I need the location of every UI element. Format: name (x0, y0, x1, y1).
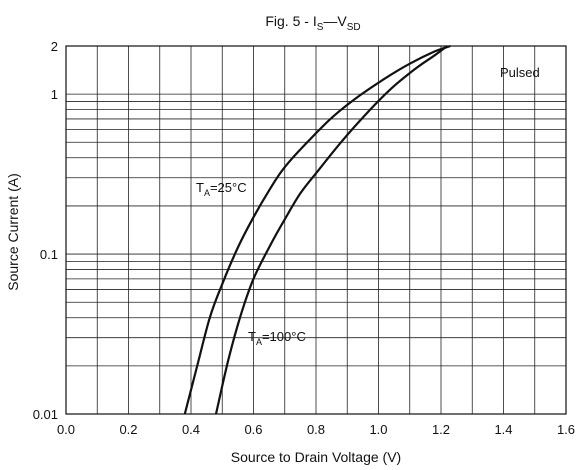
series-layer (183, 44, 451, 415)
x-tick-label: 0.0 (57, 422, 75, 437)
x-tick-label: 0.4 (182, 422, 200, 437)
x-tick-label: 1.6 (557, 422, 575, 437)
x-tick-label: 0.2 (119, 422, 137, 437)
x-tick-label: 0.6 (244, 422, 262, 437)
series-line-100c (214, 45, 448, 415)
series-label-25c: TA=25°C (196, 180, 247, 198)
plot-frame (65, 45, 567, 415)
y-tick-label: 2 (51, 39, 58, 54)
y-tick-label: 0.01 (33, 407, 58, 422)
x-tick-label: 1.0 (369, 422, 387, 437)
tick-labels: 0.0 0.2 0.4 0.6 0.8 1.0 1.2 1.4 1.6 0.01 0.1 1 2 (33, 39, 575, 437)
series-line-25c (183, 44, 451, 415)
grid (66, 46, 566, 414)
x-tick-label: 1.4 (494, 422, 512, 437)
chart-title: Fig. 5 - IS—VSD (265, 13, 360, 33)
y-tick-label: 1 (51, 87, 58, 102)
x-axis-label: Source to Drain Voltage (V) (231, 449, 401, 465)
series-label-100c: TA=100°C (248, 329, 306, 347)
x-tick-label: 0.8 (307, 422, 325, 437)
pulsed-note: Pulsed (500, 65, 540, 80)
x-tick-label: 1.2 (432, 422, 450, 437)
y-tick-label: 0.1 (40, 247, 58, 262)
y-axis-label: Source Current (A) (5, 173, 21, 290)
